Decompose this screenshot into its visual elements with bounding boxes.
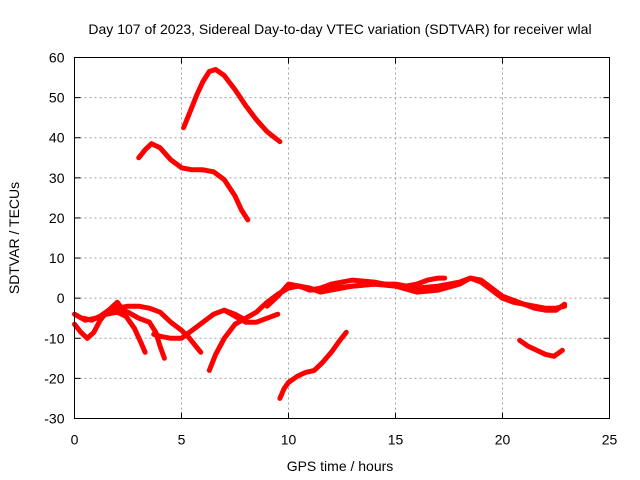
y-tick-label: 30 [49,170,65,186]
chart-title: Day 107 of 2023, Sidereal Day-to-day VTE… [88,21,591,37]
series-group [72,67,568,401]
x-tick-labels: 0 5 10 15 20 25 [71,432,618,448]
plot-frame [74,57,610,419]
x-axis-label: GPS time / hours [287,458,394,474]
series-arc-1 [72,299,125,341]
x-tick-label: 10 [281,432,297,448]
x-tick-label: 0 [71,432,79,448]
series-arc-11 [136,141,251,223]
y-tick-label: 20 [49,210,65,226]
series-arc-4 [106,303,204,355]
y-tick-label: -10 [44,330,64,346]
y-tick-label: 40 [49,130,65,146]
y-tick-labels: -30 -20 -10 0 10 20 30 40 50 60 [44,50,64,427]
y-tick-label: 10 [49,250,65,266]
series-arc-9 [307,275,568,313]
y-tick-label: -20 [44,370,64,386]
x-tick-label: 15 [388,432,404,448]
x-tick-label: 5 [178,432,186,448]
y-tick-label: 50 [49,90,65,106]
y-tick-label: 0 [57,290,65,306]
series-arc-6 [221,307,281,325]
tick-marks [74,57,610,419]
series-arc-12 [181,67,283,145]
x-tick-label: 20 [495,432,511,448]
y-tick-label: 60 [49,50,65,66]
y-axis-label: SDTVAR / TECUs [6,182,22,294]
series-arc-10 [277,329,349,401]
y-tick-label: -30 [44,411,64,427]
x-tick-label: 25 [602,432,618,448]
series-arc-13 [517,337,565,359]
